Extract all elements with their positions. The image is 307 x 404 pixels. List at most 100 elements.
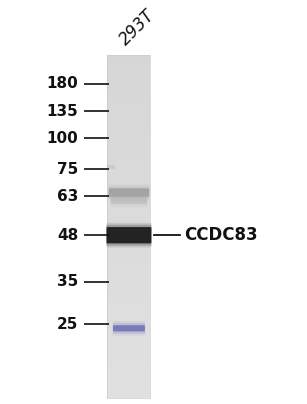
FancyBboxPatch shape [113,323,145,334]
Bar [107,188,150,192]
Bar [107,214,150,218]
FancyBboxPatch shape [108,184,150,201]
Bar [107,55,150,398]
Bar [107,389,150,394]
Bar [107,257,150,261]
Bar [107,106,150,111]
Bar [107,55,150,59]
Bar [107,209,150,214]
Bar [107,304,150,308]
Bar [107,136,150,141]
Bar [107,132,150,136]
Bar [107,227,150,231]
Text: 48: 48 [57,228,78,243]
Bar [107,355,150,360]
Bar [107,385,150,389]
FancyBboxPatch shape [113,325,145,331]
FancyBboxPatch shape [106,225,152,246]
Bar [107,141,150,145]
Bar [107,274,150,278]
Bar [107,231,150,235]
Bar [107,183,150,188]
Bar [107,377,150,381]
Bar [107,162,150,166]
Text: 293T: 293T [116,6,159,49]
Bar [107,291,150,295]
Bar [107,321,150,325]
Bar [107,59,150,63]
FancyBboxPatch shape [106,223,152,248]
Bar [107,149,150,154]
Bar [107,244,150,248]
Bar [107,342,150,347]
Bar [107,63,150,67]
Bar [107,261,150,265]
Bar [107,360,150,364]
Bar [107,179,150,183]
Text: CCDC83: CCDC83 [184,226,258,244]
FancyBboxPatch shape [107,227,151,243]
FancyBboxPatch shape [111,194,147,206]
Bar [107,192,150,196]
Bar [107,72,150,76]
Bar [107,330,150,334]
Bar [107,317,150,321]
FancyBboxPatch shape [111,197,147,204]
Bar [107,248,150,252]
FancyBboxPatch shape [113,321,145,336]
Bar [107,93,150,98]
Bar [107,102,150,106]
Bar [107,351,150,355]
Bar [107,128,150,132]
Bar [107,98,150,102]
Bar [107,334,150,338]
Bar [107,394,150,398]
Bar [107,265,150,269]
FancyBboxPatch shape [109,188,149,197]
Bar [107,218,150,222]
Bar [107,372,150,377]
Bar [107,295,150,299]
Bar [107,119,150,124]
Bar [107,67,150,72]
Text: 180: 180 [47,76,78,91]
Bar [107,196,150,201]
Bar [107,347,150,351]
Bar [107,364,150,368]
Bar [107,166,150,170]
Bar [107,165,115,169]
Text: 35: 35 [57,274,78,289]
Bar [107,80,150,85]
Bar [107,175,150,179]
Bar [107,239,150,244]
Bar [107,85,150,89]
Bar [107,252,150,257]
FancyBboxPatch shape [108,186,150,199]
Bar [107,338,150,342]
Bar [107,235,150,239]
Text: 135: 135 [47,103,78,118]
Bar [107,308,150,312]
Bar [107,158,150,162]
Text: 63: 63 [57,189,78,204]
Bar [107,205,150,209]
Bar [107,368,150,372]
Bar [107,278,150,282]
Text: 100: 100 [47,131,78,146]
Bar [107,286,150,291]
Bar [107,201,150,205]
Bar [107,76,150,80]
Bar [107,124,150,128]
Text: 25: 25 [57,317,78,332]
Bar [107,154,150,158]
Bar [107,222,150,227]
Bar [107,269,150,274]
Bar [107,170,150,175]
Bar [107,312,150,317]
Bar [107,145,150,149]
Bar [107,282,150,286]
Bar [107,381,150,385]
Text: 75: 75 [57,162,78,177]
Bar [107,115,150,119]
Bar [107,299,150,304]
